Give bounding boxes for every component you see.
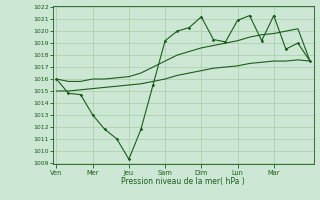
X-axis label: Pression niveau de la mer( hPa ): Pression niveau de la mer( hPa ) (121, 177, 245, 186)
